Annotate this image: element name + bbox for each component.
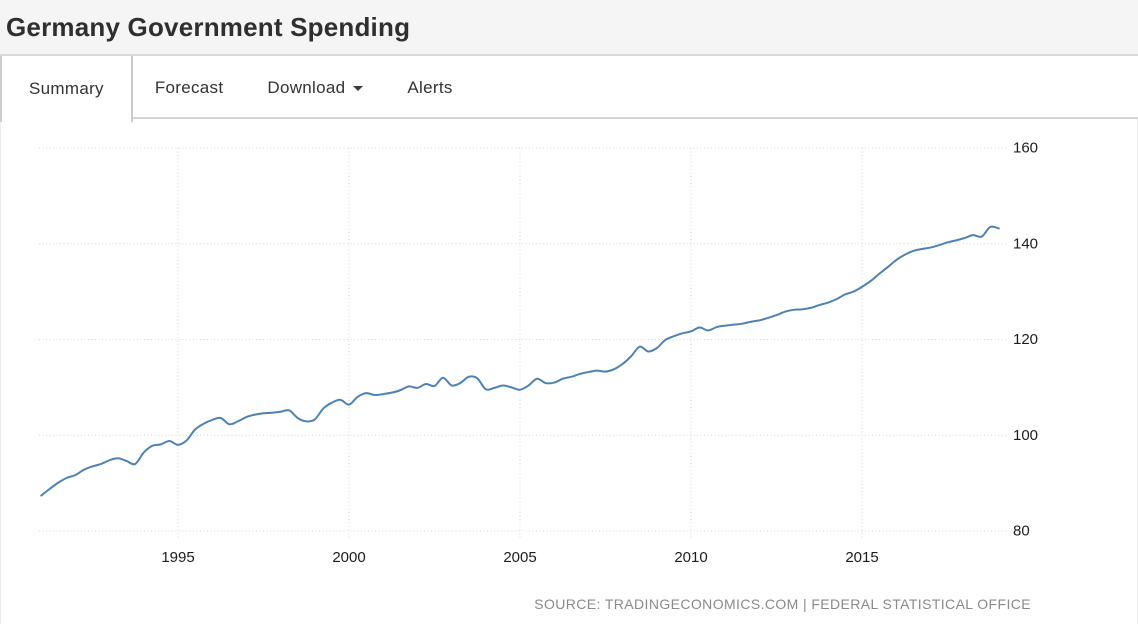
y-axis-labels: 80 100 120 140 160 bbox=[1013, 140, 1038, 540]
svg-text:120: 120 bbox=[1013, 331, 1038, 348]
svg-text:2005: 2005 bbox=[503, 549, 536, 566]
svg-text:2015: 2015 bbox=[845, 549, 878, 566]
source-attribution: SOURCE: TRADINGECONOMICS.COM | FEDERAL S… bbox=[534, 596, 1031, 612]
tab-summary[interactable]: Summary bbox=[0, 56, 133, 122]
title-band: Germany Government Spending bbox=[0, 0, 1138, 56]
svg-text:100: 100 bbox=[1013, 427, 1038, 444]
svg-text:80: 80 bbox=[1013, 523, 1030, 540]
spending-line-chart[interactable]: 80 100 120 140 160 1995 2000 2005 2010 2015 bbox=[1, 119, 1138, 579]
caret-down-icon bbox=[353, 86, 364, 91]
tab-forecast-label: Forecast bbox=[154, 77, 224, 97]
tab-alerts-label: Alerts bbox=[407, 77, 453, 97]
series-line bbox=[40, 225, 1000, 497]
tab-download[interactable]: Download bbox=[245, 56, 385, 119]
x-axis-labels: 1995 2000 2005 2010 2015 bbox=[161, 549, 878, 566]
svg-text:2000: 2000 bbox=[332, 549, 365, 566]
tab-alerts[interactable]: Alerts bbox=[385, 56, 474, 119]
chart-card: 80 100 120 140 160 1995 2000 2005 2010 2015 SOURC… bbox=[0, 119, 1138, 624]
gridlines bbox=[39, 147, 1006, 538]
tab-download-label: Download bbox=[267, 77, 346, 97]
tab-forecast[interactable]: Forecast bbox=[133, 56, 246, 119]
svg-text:1995: 1995 bbox=[161, 549, 194, 566]
tab-bar: Summary Forecast Download Alerts bbox=[0, 56, 1138, 122]
svg-text:140: 140 bbox=[1013, 235, 1038, 252]
page-title: Germany Government Spending bbox=[6, 11, 411, 42]
svg-text:160: 160 bbox=[1013, 140, 1038, 157]
tab-summary-label: Summary bbox=[29, 79, 104, 98]
svg-text:2010: 2010 bbox=[674, 549, 707, 566]
